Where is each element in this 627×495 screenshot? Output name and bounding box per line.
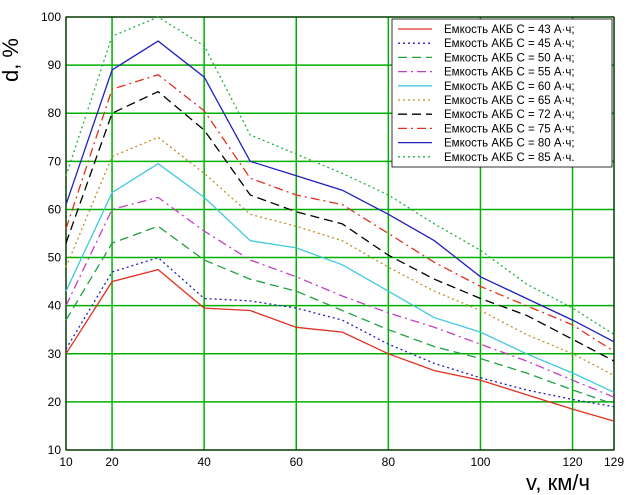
- y-tick-label: 60: [48, 202, 62, 216]
- series-line-5: [65, 162, 615, 393]
- x-tick-label: 100: [470, 455, 490, 469]
- series-group: [65, 16, 615, 422]
- legend-entry: Емкость АКБ С = 55 А·ч;: [444, 67, 575, 79]
- x-tick-label: 60: [290, 455, 304, 469]
- y-tick-labels: 10 20 30 40 50 60 70 80 90 100: [41, 10, 61, 457]
- legend-entry: Емкость АКБ С = 43 А·ч;: [444, 24, 575, 36]
- y-tick-label: 10: [48, 443, 62, 457]
- legend-entry: Емкость АКБ С = 75 А·ч;: [444, 123, 575, 135]
- series-line-4: [65, 196, 615, 398]
- series-line-8: [65, 73, 615, 352]
- legend-entry: Емкость АКБ С = 65 А·ч;: [444, 95, 575, 107]
- y-tick-label: 50: [48, 251, 62, 265]
- x-tick-label: 80: [382, 455, 396, 469]
- y-tick-label: 30: [48, 347, 62, 361]
- series-line-6: [65, 136, 615, 376]
- legend: Емкость АКБ С = 43 А·ч; Емкость АКБ С = 4…: [391, 18, 613, 168]
- legend-entry: Емкость АКБ С = 72 А·ч;: [444, 109, 575, 121]
- legend-entry: Емкость АКБ С = 50 А·ч;: [444, 52, 575, 64]
- y-tick-label: 20: [48, 395, 62, 409]
- series-line-7: [65, 90, 615, 362]
- x-tick-label: 40: [197, 455, 211, 469]
- y-tick-label: 100: [41, 10, 61, 24]
- x-tick-label: 10: [59, 455, 73, 469]
- y-tick-label: 70: [48, 154, 62, 168]
- series-line-1: [65, 268, 615, 422]
- y-axis-label: d, %: [0, 38, 23, 82]
- series-line-3: [65, 225, 615, 405]
- legend-entry: Емкость АКБ С = 45 А·ч;: [444, 38, 575, 50]
- y-tick-label: 40: [48, 299, 62, 313]
- x-tick-labels: 10 20 40 60 80 100 120 129: [59, 455, 624, 469]
- x-tick-label: 20: [105, 455, 119, 469]
- series-line-9: [65, 40, 615, 343]
- x-tick-label: 129: [604, 455, 624, 469]
- series-line-10: [65, 16, 615, 336]
- plot-frame: [65, 16, 615, 451]
- x-tick-label: 120: [563, 455, 583, 469]
- y-tick-label: 90: [48, 58, 62, 72]
- y-tick-label: 80: [48, 106, 62, 120]
- legend-entry: Емкость АКБ С = 60 А·ч;: [444, 81, 575, 93]
- legend-entry: Емкость АКБ С = 80 А·ч;: [444, 138, 575, 150]
- legend-entry: Емкость АКБ С = 85 А·ч.: [444, 152, 575, 164]
- x-axis-label: v, км/ч: [526, 470, 590, 495]
